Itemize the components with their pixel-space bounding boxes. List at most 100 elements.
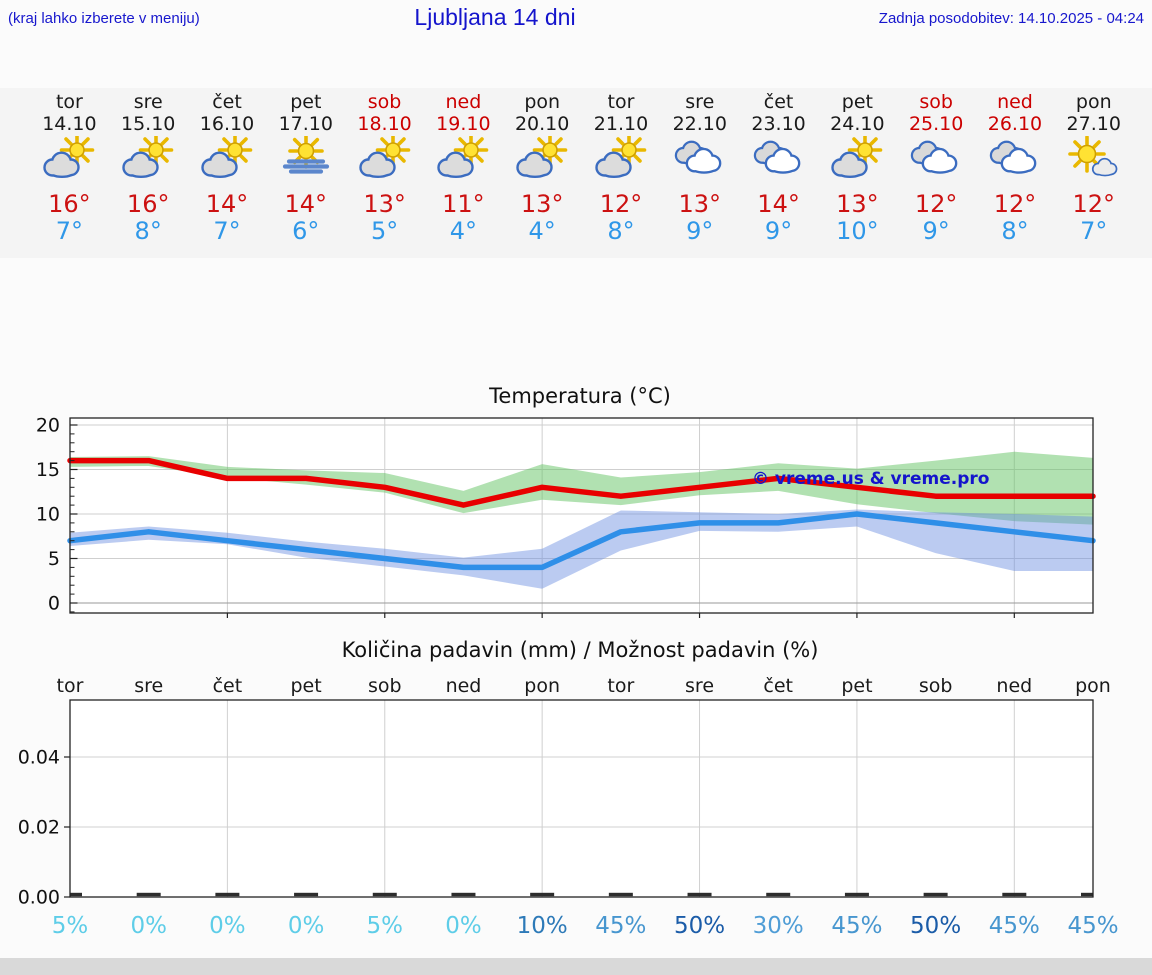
cloud-shape — [43, 151, 81, 178]
svg-text:10: 10 — [36, 504, 60, 526]
day-high-temp: 12° — [993, 190, 1037, 218]
day-high-temp: 14° — [205, 190, 249, 218]
cloud-shape — [358, 151, 396, 178]
day-high-temp: 12° — [914, 190, 958, 218]
day-name: pet — [290, 91, 322, 113]
max-temp-line — [67, 457, 1096, 508]
svg-text:0.00: 0.00 — [18, 887, 60, 909]
day-name: ned — [445, 91, 482, 113]
day-name: čet — [212, 91, 242, 113]
precip-probability-value: 0% — [288, 913, 325, 939]
forecast-day-column: ned 26.10 12° 8° — [976, 88, 1055, 258]
precipitation-chart: tor sre čet pet sob ned pon tor sre čet pet sob ned p… — [18, 675, 1119, 939]
day-low-temp: 4° — [449, 217, 478, 245]
forecast-day-column: tor 14.10 16° 7° — [30, 88, 109, 258]
plot-background — [70, 700, 1093, 897]
day-high-temp: 11° — [442, 190, 485, 218]
precip-probability-value: 5% — [52, 913, 89, 939]
fog-icon — [266, 136, 345, 186]
precip-zero-bars — [70, 892, 1093, 897]
min-temp-line — [67, 511, 1096, 571]
day-name: ned — [997, 91, 1033, 113]
cloudy-icon — [739, 136, 818, 186]
day-date: 15.10 — [120, 113, 176, 135]
forecast-day-column: pet 24.10 13° 10° — [818, 88, 897, 258]
svg-text:pon: pon — [524, 675, 560, 697]
grid-lines — [70, 700, 1093, 897]
svg-text:sre: sre — [134, 675, 163, 697]
location-menu-note: (kraj lahko izberete v meniju) — [8, 10, 200, 27]
day-date: 16.10 — [199, 113, 255, 135]
partly-cloudy-icon — [188, 136, 267, 186]
day-high-temp: 16° — [48, 190, 91, 218]
svg-text:tor: tor — [607, 675, 634, 697]
y-axis-labels: 0 5 10 15 20 — [36, 415, 60, 615]
day-date: 19.10 — [436, 113, 491, 135]
plot-border — [69, 699, 1094, 898]
svg-text:0.02: 0.02 — [18, 817, 60, 839]
day-high-temp: 14° — [757, 190, 800, 218]
day-low-temp: 8° — [607, 217, 635, 245]
cloud-shape — [921, 147, 958, 174]
partly-cloudy-icon — [345, 136, 424, 186]
day-date: 14.10 — [42, 113, 97, 135]
cloudy-icon — [897, 136, 976, 186]
day-date: 24.10 — [830, 113, 885, 135]
cloud-shape — [437, 151, 475, 178]
day-date: 17.10 — [278, 113, 333, 135]
cloud-shape — [516, 151, 553, 178]
day-high-temp: 13° — [363, 190, 406, 218]
forecast-day-column: sob 25.10 12° 9° — [897, 88, 976, 258]
svg-text:sob: sob — [919, 675, 953, 697]
day-high-temp: 13° — [520, 190, 564, 218]
svg-text:čet: čet — [213, 675, 243, 697]
forecast-day-column: sob 18.10 13° 5° — [345, 88, 424, 258]
precip-probability-value: 0% — [209, 913, 246, 939]
day-low-temp: 9° — [764, 217, 793, 245]
precip-day-labels: tor sre čet pet sob ned pon tor sre čet pet sob ned p… — [57, 675, 1111, 697]
day-low-temp: 5° — [370, 217, 399, 245]
cloud-shape — [122, 151, 159, 178]
precip-probability-value: 10% — [517, 913, 568, 939]
day-low-temp: 7° — [55, 217, 84, 245]
day-low-temp: 4° — [528, 217, 556, 245]
day-low-temp: 9° — [686, 217, 714, 245]
day-low-temp: 7° — [213, 217, 241, 245]
forecast-panel: tor 14.10 16° 7° sre 15.10 16° 8° čet 16.10 14° 7° p… — [0, 88, 1152, 258]
partly-cloudy-icon — [818, 136, 897, 186]
axis-ticks — [70, 424, 1015, 618]
day-low-temp: 10° — [836, 217, 879, 245]
forecast-day-column: pon 20.10 13° 4° — [503, 88, 582, 258]
forecast-day-column: sre 15.10 16° 8° — [109, 88, 188, 258]
day-name: sre — [133, 91, 163, 113]
precip-probability-value: 45% — [989, 913, 1040, 939]
precip-probability-value: 30% — [753, 913, 804, 939]
day-date: 22.10 — [672, 113, 727, 135]
svg-text:0: 0 — [48, 593, 60, 615]
svg-text:pet: pet — [841, 675, 872, 697]
svg-text:sob: sob — [368, 675, 402, 697]
day-date: 25.10 — [908, 113, 964, 135]
svg-text:ned: ned — [446, 675, 482, 697]
day-low-temp: 7° — [1080, 217, 1108, 245]
watermark-text: © vreme.us & vreme.pro — [752, 469, 989, 489]
day-date: 27.10 — [1066, 113, 1121, 135]
cloudy-icon — [976, 136, 1055, 186]
day-high-temp: 16° — [126, 190, 170, 218]
precip-probability-value: 45% — [595, 913, 646, 939]
plot-background — [70, 418, 1093, 613]
precip-probability-value: 0% — [130, 913, 167, 939]
svg-text:20: 20 — [36, 415, 60, 437]
svg-text:pet: pet — [290, 675, 321, 697]
svg-text:5: 5 — [48, 548, 60, 570]
day-date: 21.10 — [593, 113, 649, 135]
page-title: Ljubljana 14 dni — [414, 4, 576, 30]
svg-text:ned: ned — [996, 675, 1032, 697]
mostly-sunny-icon — [1054, 136, 1133, 186]
svg-text:15: 15 — [36, 459, 60, 481]
precip-probability-value: 50% — [910, 913, 961, 939]
forecast-day-column: pon 27.10 12° 7° — [1054, 88, 1133, 258]
day-low-temp: 6° — [292, 217, 320, 245]
forecast-day-column: čet 23.10 14° 9° — [739, 88, 818, 258]
